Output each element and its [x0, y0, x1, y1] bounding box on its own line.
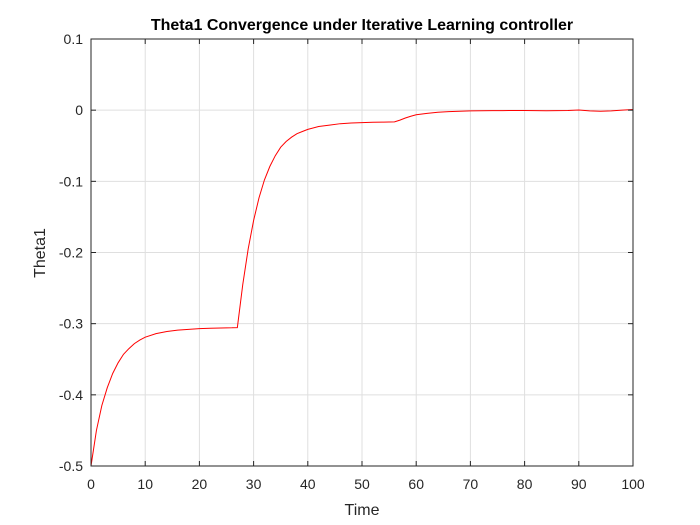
y-tick-label: -0.3	[59, 316, 83, 332]
chart-title: Theta1 Convergence under Iterative Learn…	[151, 17, 573, 34]
y-tick-label: -0.2	[59, 245, 83, 261]
x-tick-label: 70	[463, 476, 479, 492]
series-line	[90, 108, 634, 467]
x-axis-label: Time	[345, 502, 380, 519]
x-tick-label: 50	[354, 476, 370, 492]
x-tick-label: 60	[408, 476, 424, 492]
y-tick-label: 0	[75, 102, 83, 118]
series-layer	[90, 108, 634, 467]
x-tick-label: 0	[87, 476, 95, 492]
x-tick-label: 40	[300, 476, 316, 492]
x-tick-label: 80	[517, 476, 533, 492]
y-tick-label: -0.1	[59, 173, 83, 189]
y-tick-label: 0.1	[64, 31, 84, 47]
y-tick-label: -0.4	[59, 387, 83, 403]
x-tick-label: 90	[571, 476, 587, 492]
y-axis-label: Theta1	[32, 228, 49, 278]
x-tick-label: 30	[246, 476, 262, 492]
y-tick-label: -0.5	[59, 458, 83, 474]
x-tick-label: 10	[137, 476, 153, 492]
x-tick-label: 100	[621, 476, 645, 492]
x-tick-label: 20	[192, 476, 208, 492]
ticks-layer: 0 10 20 30 40 50 60 70 80 90 100 0.1 0 -0.1 -0.2 -0.3 -0…	[59, 31, 645, 492]
